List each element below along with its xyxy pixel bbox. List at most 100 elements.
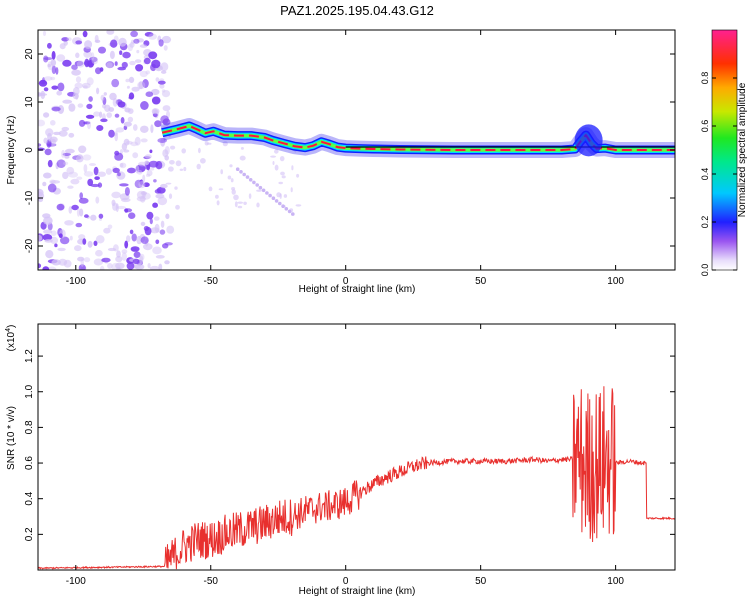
noise-speck: [134, 179, 143, 189]
noise-speck: [157, 196, 168, 206]
noise-speck: [50, 76, 56, 81]
noise-speck: [154, 223, 160, 233]
noise-speck: [124, 187, 130, 196]
noise-speck: [62, 99, 73, 104]
noise-speck: [117, 101, 126, 108]
tail-speck: [248, 178, 253, 182]
noise-speck: [146, 211, 154, 220]
noise-speck: [126, 235, 131, 243]
noise-speck: [44, 148, 52, 156]
noise-speck: [281, 175, 286, 179]
tail-speck: [242, 172, 246, 177]
noise-speck: [114, 113, 120, 118]
noise-speck: [160, 183, 168, 189]
noise-speck: [168, 166, 174, 172]
noise-speck: [75, 222, 83, 228]
top-x-axis: -100 -50 0 50 100: [66, 30, 624, 287]
noise-speck: [131, 233, 137, 242]
noise-speck: [140, 138, 148, 143]
noise-speck: [140, 221, 146, 226]
scale-factor-label: (x104): [5, 325, 17, 352]
noise-speck: [154, 120, 162, 128]
noise-speck: [136, 235, 142, 245]
noise-speck: [85, 114, 95, 119]
tail-speck: [281, 204, 285, 208]
noise-speck: [154, 189, 162, 194]
noise-speck: [121, 61, 128, 69]
noise-speck: [82, 154, 92, 161]
noise-speck: [47, 132, 52, 141]
noise-speck: [108, 107, 115, 112]
noise-speck: [112, 97, 118, 107]
noise-speck: [148, 33, 157, 40]
noise-speck: [155, 254, 165, 259]
noise-speck: [47, 63, 51, 68]
noise-speck: [231, 189, 236, 195]
noise-speck: [61, 37, 69, 42]
tail-speck: [278, 201, 282, 206]
noise-speck: [87, 60, 95, 68]
noise-speck: [76, 176, 83, 180]
noise-speck: [76, 208, 81, 217]
noise-speck: [123, 121, 132, 127]
snr-series-line: [38, 386, 675, 570]
noise-speck: [152, 246, 162, 255]
tail-speck: [235, 167, 240, 171]
noise-speck: [183, 166, 187, 172]
tail-speck: [271, 196, 276, 200]
noise-speck: [157, 138, 167, 143]
y-tick-label: 0.4: [24, 491, 35, 505]
noise-speck: [93, 240, 98, 246]
noise-speck: [128, 212, 136, 219]
noise-speck: [121, 142, 128, 151]
noise-speck: [82, 30, 88, 38]
scale-factor-exp: 4: [5, 328, 12, 332]
noise-speck: [98, 46, 106, 54]
noise-speck: [133, 251, 141, 258]
noise-speck: [237, 201, 244, 204]
noise-speck: [69, 235, 73, 241]
noise-speck: [82, 238, 87, 245]
noise-speck: [83, 121, 91, 125]
noise-speck: [101, 257, 111, 263]
noise-speck: [279, 193, 282, 200]
noise-speck: [47, 42, 52, 49]
noise-speck: [43, 57, 53, 61]
noise-speck: [137, 81, 146, 90]
noise-speck: [74, 60, 84, 67]
noise-speck: [74, 245, 82, 252]
noise-speck: [61, 126, 70, 132]
noise-speck: [274, 149, 279, 154]
noise-speck: [109, 50, 115, 60]
noise-speck: [66, 37, 72, 41]
noise-speck: [118, 37, 127, 47]
noise-speck: [140, 125, 149, 133]
noise-speck: [142, 79, 149, 88]
noise-speck: [75, 52, 80, 59]
noise-speck: [145, 173, 151, 177]
noise-speck: [51, 65, 57, 74]
y-tick-label: 0: [24, 147, 35, 153]
noise-speck: [229, 164, 233, 168]
noise-speck: [220, 169, 223, 175]
noise-speck: [71, 69, 81, 76]
noise-speck: [127, 116, 134, 123]
noise-speck: [50, 59, 57, 67]
noise-speck: [114, 132, 118, 142]
noise-speck: [71, 204, 79, 211]
noise-speck: [126, 140, 133, 145]
noise-speck: [124, 240, 129, 249]
noise-speck: [63, 161, 69, 166]
noise-speck: [79, 192, 83, 200]
noise-speck: [153, 179, 157, 183]
noise-speck: [68, 132, 75, 138]
noise-speck: [149, 265, 160, 270]
noise-speck: [175, 160, 182, 167]
noise-speck: [83, 171, 94, 177]
noise-speck: [83, 50, 92, 58]
noise-speck: [105, 168, 112, 175]
noise-speck: [77, 256, 85, 262]
noise-speck: [291, 165, 294, 171]
noise-speck: [99, 265, 105, 270]
